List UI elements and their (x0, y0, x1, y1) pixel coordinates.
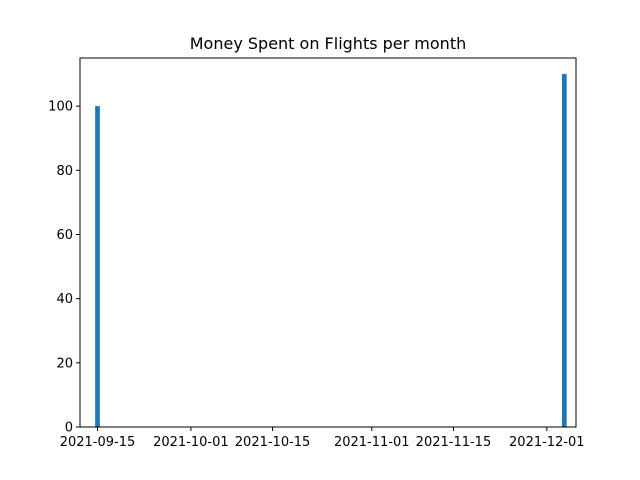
y-tick-label: 0 (65, 421, 73, 436)
chart-title: Money Spent on Flights per month (190, 34, 466, 53)
x-tick-label: 2021-09-15 (60, 435, 136, 450)
y-tick-label: 100 (48, 100, 73, 115)
y-tick-label: 40 (56, 292, 73, 307)
x-axis-ticks: 2021-09-15 2021-10-01 2021-10-15 2021-11-01… (60, 427, 585, 450)
y-tick-label: 20 (56, 356, 73, 371)
x-tick-label: 2021-11-15 (416, 435, 492, 450)
y-axis-ticks: 0 20 40 60 80 100 (48, 100, 80, 436)
bar (95, 106, 100, 427)
y-tick-label: 60 (56, 228, 73, 243)
x-tick-label: 2021-10-15 (235, 435, 311, 450)
y-tick-label: 80 (56, 164, 73, 179)
x-tick-label: 2021-12-01 (509, 435, 585, 450)
plot-frame (79, 57, 577, 428)
plot-area (80, 58, 576, 427)
x-tick-label: 2021-11-01 (334, 435, 410, 450)
x-tick-label: 2021-10-01 (153, 435, 229, 450)
bar (561, 74, 567, 427)
bars-group (95, 74, 567, 427)
